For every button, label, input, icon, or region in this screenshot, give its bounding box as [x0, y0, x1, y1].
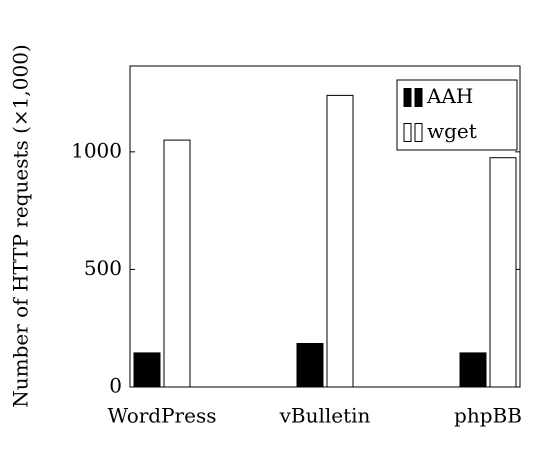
legend-swatch [403, 123, 412, 142]
bar [459, 352, 487, 388]
x-tick-label: vBulletin [279, 404, 371, 428]
bar [133, 352, 161, 388]
plot-frame [129, 65, 521, 388]
y-tick-label: 500 [84, 256, 122, 280]
y-axis-label: Number of HTTP requests (×1,000) [9, 44, 33, 407]
bar [296, 342, 324, 388]
y-tick-label: 0 [109, 374, 122, 398]
bar [489, 157, 517, 388]
bar [163, 139, 191, 388]
legend-swatch [403, 88, 412, 107]
x-tick-label: WordPress [108, 404, 217, 428]
legend-label: wget [427, 119, 477, 143]
legend-label: AAH [426, 84, 473, 108]
legend-swatch [414, 123, 423, 142]
y-tick-label: 1000 [71, 138, 122, 162]
bar [326, 94, 354, 388]
x-tick-label: phpBB [454, 404, 522, 428]
legend-swatch [414, 88, 423, 107]
